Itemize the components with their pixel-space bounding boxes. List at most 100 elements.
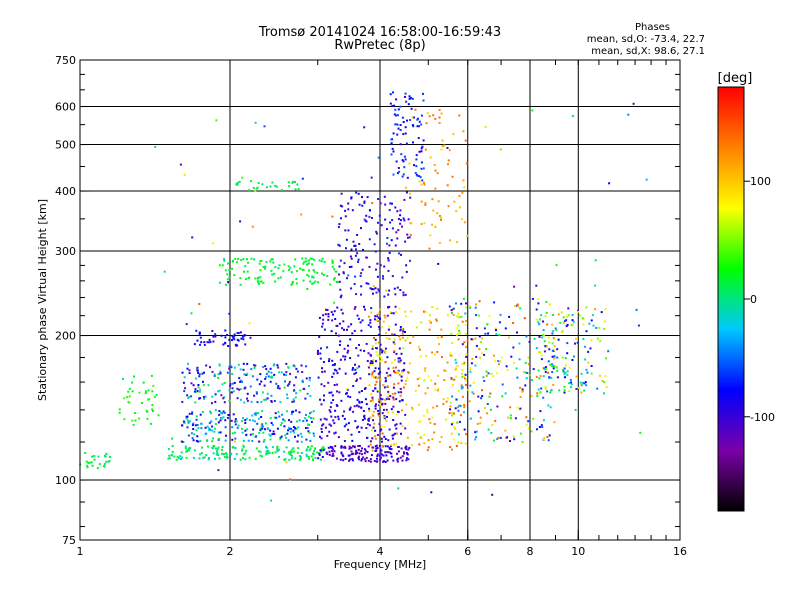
- data-point: [260, 416, 263, 418]
- data-point: [381, 349, 384, 352]
- data-point: [307, 415, 310, 418]
- data-point: [228, 367, 231, 370]
- data-point: [333, 301, 336, 304]
- data-point: [443, 144, 446, 147]
- data-point: [531, 297, 534, 300]
- data-point: [286, 384, 289, 387]
- data-point: [458, 329, 461, 332]
- data-point: [252, 186, 255, 189]
- data-point: [510, 355, 513, 358]
- data-point: [401, 116, 404, 119]
- data-point: [310, 445, 313, 448]
- data-point: [331, 375, 334, 378]
- data-point: [355, 347, 358, 350]
- data-point: [103, 463, 106, 465]
- data-point: [548, 341, 551, 344]
- data-point: [409, 342, 412, 344]
- data-point: [512, 346, 515, 349]
- data-point: [358, 455, 360, 458]
- data-point: [118, 408, 121, 411]
- data-point: [580, 383, 583, 386]
- data-point: [379, 397, 382, 400]
- data-point: [590, 372, 593, 375]
- data-point: [475, 355, 478, 358]
- data-point: [508, 336, 510, 339]
- data-point: [233, 274, 236, 277]
- data-point: [388, 325, 391, 328]
- data-point: [192, 422, 195, 425]
- data-point: [372, 389, 375, 392]
- data-point: [546, 390, 549, 393]
- data-point: [300, 364, 303, 367]
- data-point: [484, 407, 486, 409]
- data-point: [401, 455, 404, 458]
- data-point: [370, 176, 373, 179]
- data-point: [417, 384, 420, 387]
- data-point: [346, 388, 349, 391]
- data-point: [399, 124, 402, 126]
- data-point: [344, 446, 347, 449]
- data-point: [258, 283, 260, 286]
- data-point: [371, 373, 374, 376]
- data-point: [367, 324, 370, 327]
- data-point: [126, 396, 129, 399]
- data-point: [184, 387, 187, 390]
- data-point: [219, 431, 222, 434]
- data-point: [412, 141, 414, 144]
- data-point: [344, 229, 347, 232]
- data-point: [237, 332, 240, 335]
- data-point: [447, 205, 450, 208]
- data-point: [217, 431, 220, 434]
- data-point: [376, 455, 379, 457]
- data-point: [367, 282, 370, 285]
- data-point: [372, 419, 375, 422]
- data-point: [406, 337, 409, 340]
- data-point: [355, 451, 358, 454]
- data-point: [591, 314, 594, 317]
- data-point: [221, 446, 224, 448]
- data-point: [356, 252, 359, 255]
- data-point: [217, 446, 220, 449]
- data-point: [569, 386, 572, 389]
- data-point: [234, 440, 236, 443]
- data-point: [231, 432, 234, 435]
- data-point: [391, 392, 394, 395]
- data-point: [408, 362, 411, 365]
- data-point: [269, 429, 272, 432]
- data-point: [295, 409, 297, 412]
- data-point: [553, 345, 556, 348]
- data-point: [432, 406, 435, 409]
- data-point: [231, 426, 234, 429]
- data-point: [587, 361, 590, 364]
- data-point: [375, 291, 378, 294]
- data-point: [242, 444, 245, 447]
- data-point: [549, 406, 552, 409]
- data-point: [350, 450, 353, 453]
- data-point: [494, 419, 497, 422]
- data-point: [251, 440, 254, 442]
- data-point: [289, 452, 292, 455]
- data-point: [372, 410, 375, 413]
- data-point: [479, 422, 482, 425]
- data-point: [226, 455, 229, 458]
- data-point: [538, 335, 541, 338]
- data-point: [393, 370, 395, 373]
- data-point: [211, 370, 214, 373]
- data-point: [355, 293, 358, 296]
- data-point: [361, 401, 363, 404]
- data-point: [193, 433, 196, 436]
- data-point: [369, 440, 372, 443]
- data-point: [203, 343, 206, 346]
- data-point: [218, 413, 221, 416]
- data-point: [211, 425, 214, 428]
- data-point: [460, 362, 463, 365]
- data-point: [518, 306, 521, 309]
- data-point: [285, 436, 288, 439]
- data-point: [198, 303, 201, 305]
- data-point: [297, 434, 300, 437]
- data-point: [122, 377, 124, 380]
- data-point: [278, 264, 281, 267]
- data-point: [246, 428, 249, 431]
